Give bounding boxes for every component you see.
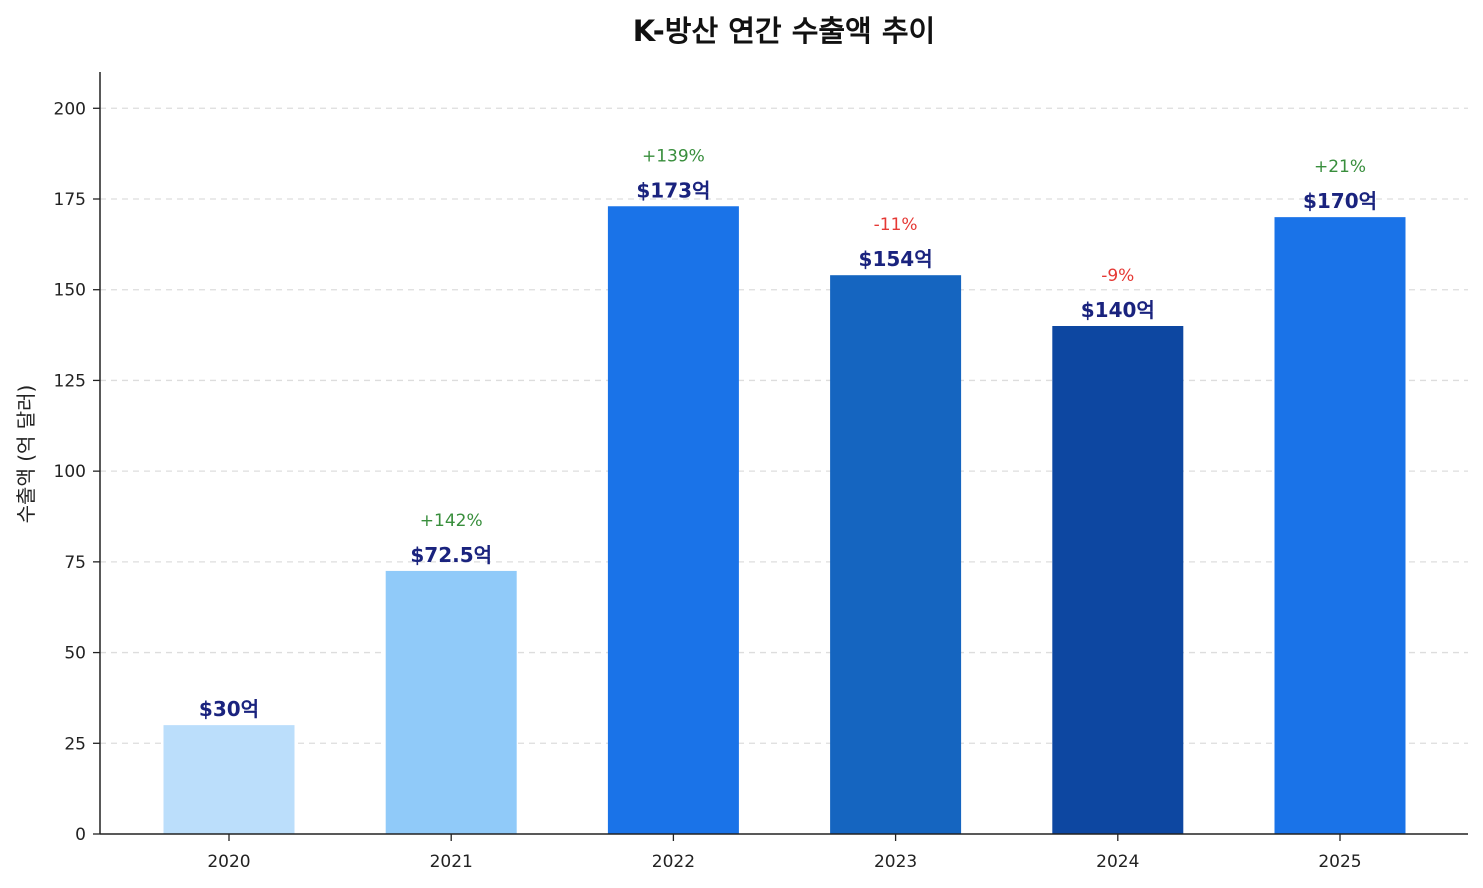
y-tick-label: 125 [54,371,86,391]
data-labels: $30억 $72.5억 +142% $173억 +139% $154억 -11% $140억 -… [199,146,1377,721]
x-tick-label: 2025 [1318,852,1361,872]
change-label: +139% [642,146,705,166]
bar-2021 [385,570,517,834]
tick-labels: 0 25 50 75 100 125 150 175 200 2020 2021 2022 2023 20… [54,99,1362,872]
value-label: $170억 [1303,189,1377,213]
bar-2022 [607,206,739,834]
value-label: $30억 [199,697,259,721]
change-label: +21% [1314,157,1366,177]
x-tick-label: 2020 [207,852,250,872]
change-label: +142% [420,511,483,531]
value-label: $72.5억 [410,543,492,567]
x-tick-label: 2024 [1096,852,1139,872]
y-tick-label: 50 [64,644,86,664]
y-tick-label: 25 [64,734,86,754]
bar-2023 [830,275,962,834]
y-tick-label: 150 [54,281,86,301]
gridlines [100,107,1468,744]
change-label: -11% [874,215,918,235]
x-tick-label: 2023 [874,852,917,872]
bars [163,206,1406,835]
bar-2020 [163,725,295,834]
value-label: $140억 [1081,298,1155,322]
y-tick-label: 100 [54,462,86,482]
y-tick-label: 0 [75,825,86,845]
x-tick-label: 2022 [652,852,695,872]
change-label: -9% [1101,266,1134,286]
value-label: $173억 [636,178,710,202]
axes [99,72,1468,835]
y-tick-label: 175 [54,190,86,210]
chart-title: K-방산 연간 수출액 추이 [633,14,935,48]
y-axis-label: 수출액 (억 달러) [14,385,38,524]
y-tick-label: 200 [54,99,86,119]
value-label: $154억 [859,247,933,271]
y-tick-label: 75 [64,553,86,573]
x-tick-label: 2021 [430,852,473,872]
bar-2024 [1052,326,1184,834]
bar-2025 [1274,217,1406,835]
